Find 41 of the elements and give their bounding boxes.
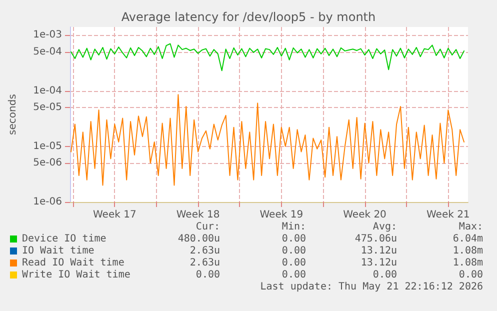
- text: 6.04m: [452, 234, 484, 244]
- text: 1.08m: [452, 258, 484, 268]
- x-tick-label: Week 20: [343, 210, 386, 220]
- text: 475.06u: [354, 234, 398, 244]
- y-tick-label: 5e-04: [33, 46, 62, 58]
- line-series: [70, 94, 465, 186]
- text: Max:: [458, 222, 484, 232]
- text: 0.00: [282, 234, 306, 244]
- y-tick-label: 5e-05: [33, 102, 62, 113]
- text: 13.12u: [360, 246, 397, 256]
- legend-label: Write IO Wait time: [22, 270, 130, 280]
- chart-title: Average latency for /dev/loop5 - by month: [121, 10, 376, 24]
- text: 0.00: [282, 258, 306, 268]
- x-tick-label: Week 17: [93, 210, 136, 220]
- text: Last update: Thu May 21 22:16:12 2026: [260, 282, 484, 292]
- text: 0.00: [458, 270, 484, 280]
- y-tick-label: 1e-03: [33, 30, 62, 41]
- text: 0.00: [372, 270, 398, 280]
- text: 1.08m: [452, 246, 484, 256]
- text: 2.63u: [190, 246, 220, 256]
- x-tick-label: Week 19: [260, 210, 304, 220]
- x-tick-label: Week 21: [426, 210, 470, 220]
- text: 480.00u: [178, 234, 220, 244]
- text: Min:: [282, 222, 306, 232]
- legend-label: Read IO Wait time: [22, 258, 124, 268]
- text: 13.12u: [360, 258, 397, 268]
- text: 0.00: [282, 270, 306, 280]
- text: 0.00: [282, 246, 306, 256]
- text: 2.63u: [190, 258, 220, 268]
- legend-label: IO Wait time: [22, 246, 94, 256]
- legend-label: Device IO time: [22, 234, 106, 244]
- y-tick-label: 1e-06: [33, 196, 62, 208]
- y-tick-label: 1e-05: [33, 140, 62, 152]
- y-axis-title: seconds: [8, 94, 18, 135]
- line-series: [70, 43, 465, 72]
- y-tick-label: 1e-04: [33, 85, 62, 96]
- x-tick-label: Week 18: [176, 210, 220, 220]
- text: Avg:: [372, 222, 398, 232]
- text: Cur:: [196, 222, 220, 232]
- y-tick-label: 5e-06: [33, 158, 62, 169]
- text: 0.00: [196, 270, 220, 280]
